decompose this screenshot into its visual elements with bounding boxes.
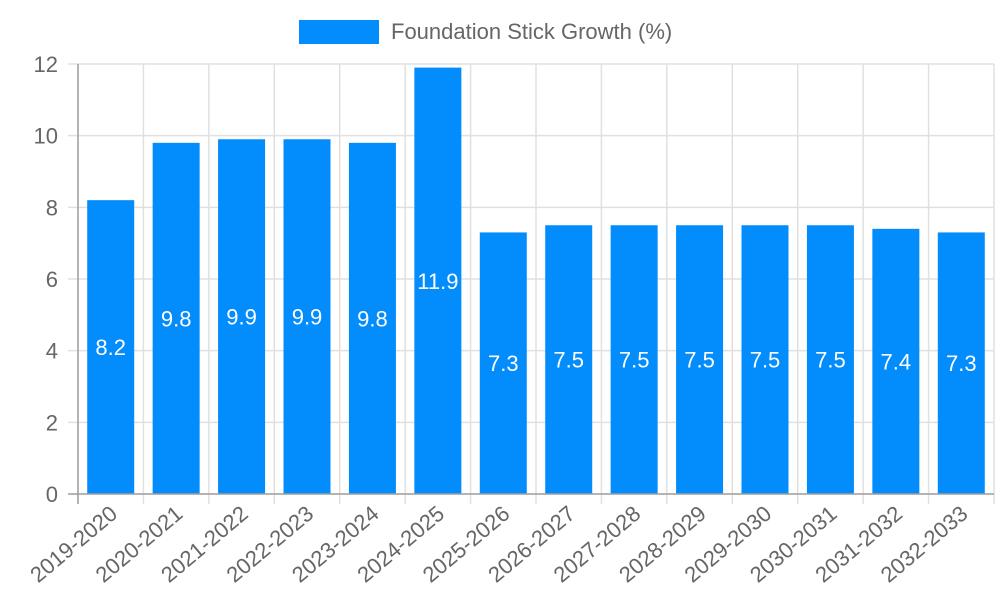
bar-value-label: 9.9 [226,305,257,330]
legend-swatch [299,20,379,44]
bar-value-label: 7.5 [553,348,584,373]
bar[interactable] [872,228,920,495]
bar[interactable] [545,225,593,494]
legend-label: Foundation Stick Growth (%) [391,19,673,44]
bar[interactable] [610,225,658,494]
grid-lines [68,63,995,504]
y-tick-label: 4 [46,339,58,364]
data-labels: 8.2 9.8 9.9 9.9 9.8 11.9 7.3 7.5 7.5 7.5 7.5 7.5 7.4… [95,269,976,376]
bar[interactable] [283,139,331,494]
bar[interactable] [676,225,724,494]
bar-value-label: 7.3 [488,351,519,376]
bar-value-label: 7.5 [815,348,846,373]
bar-value-label: 8.2 [95,335,126,360]
bar[interactable] [741,225,789,494]
bar-value-label: 7.5 [684,348,715,373]
bar-value-label: 7.5 [619,348,650,373]
bar-value-label: 9.9 [292,305,323,330]
bar-value-label: 7.3 [946,351,977,376]
chart-legend[interactable]: Foundation Stick Growth (%) [299,19,672,45]
bar[interactable] [348,142,396,495]
bars [87,67,985,495]
bar[interactable] [152,142,200,495]
y-tick-label: 8 [46,195,58,220]
y-axis-labels: 0 2 4 6 8 10 12 [34,52,58,507]
bar[interactable] [218,139,266,494]
bar-value-label: 7.4 [881,349,912,374]
bar[interactable] [414,67,462,494]
bar-value-label: 9.8 [161,306,192,331]
y-tick-label: 12 [34,52,58,77]
y-tick-label: 0 [46,482,58,507]
x-axis-labels: 2019-20202020-20212021-20222022-20232023… [25,501,972,588]
bar[interactable] [87,200,135,494]
y-tick-label: 10 [34,124,58,149]
bar-value-label: 7.5 [750,348,781,373]
bar-value-label: 11.9 [417,269,458,294]
bar-value-label: 9.8 [357,306,388,331]
bar[interactable] [806,225,854,494]
bar[interactable] [937,232,985,494]
y-tick-label: 6 [46,267,58,292]
y-tick-label: 2 [46,410,58,435]
axes [68,64,994,504]
bar[interactable] [479,232,527,494]
